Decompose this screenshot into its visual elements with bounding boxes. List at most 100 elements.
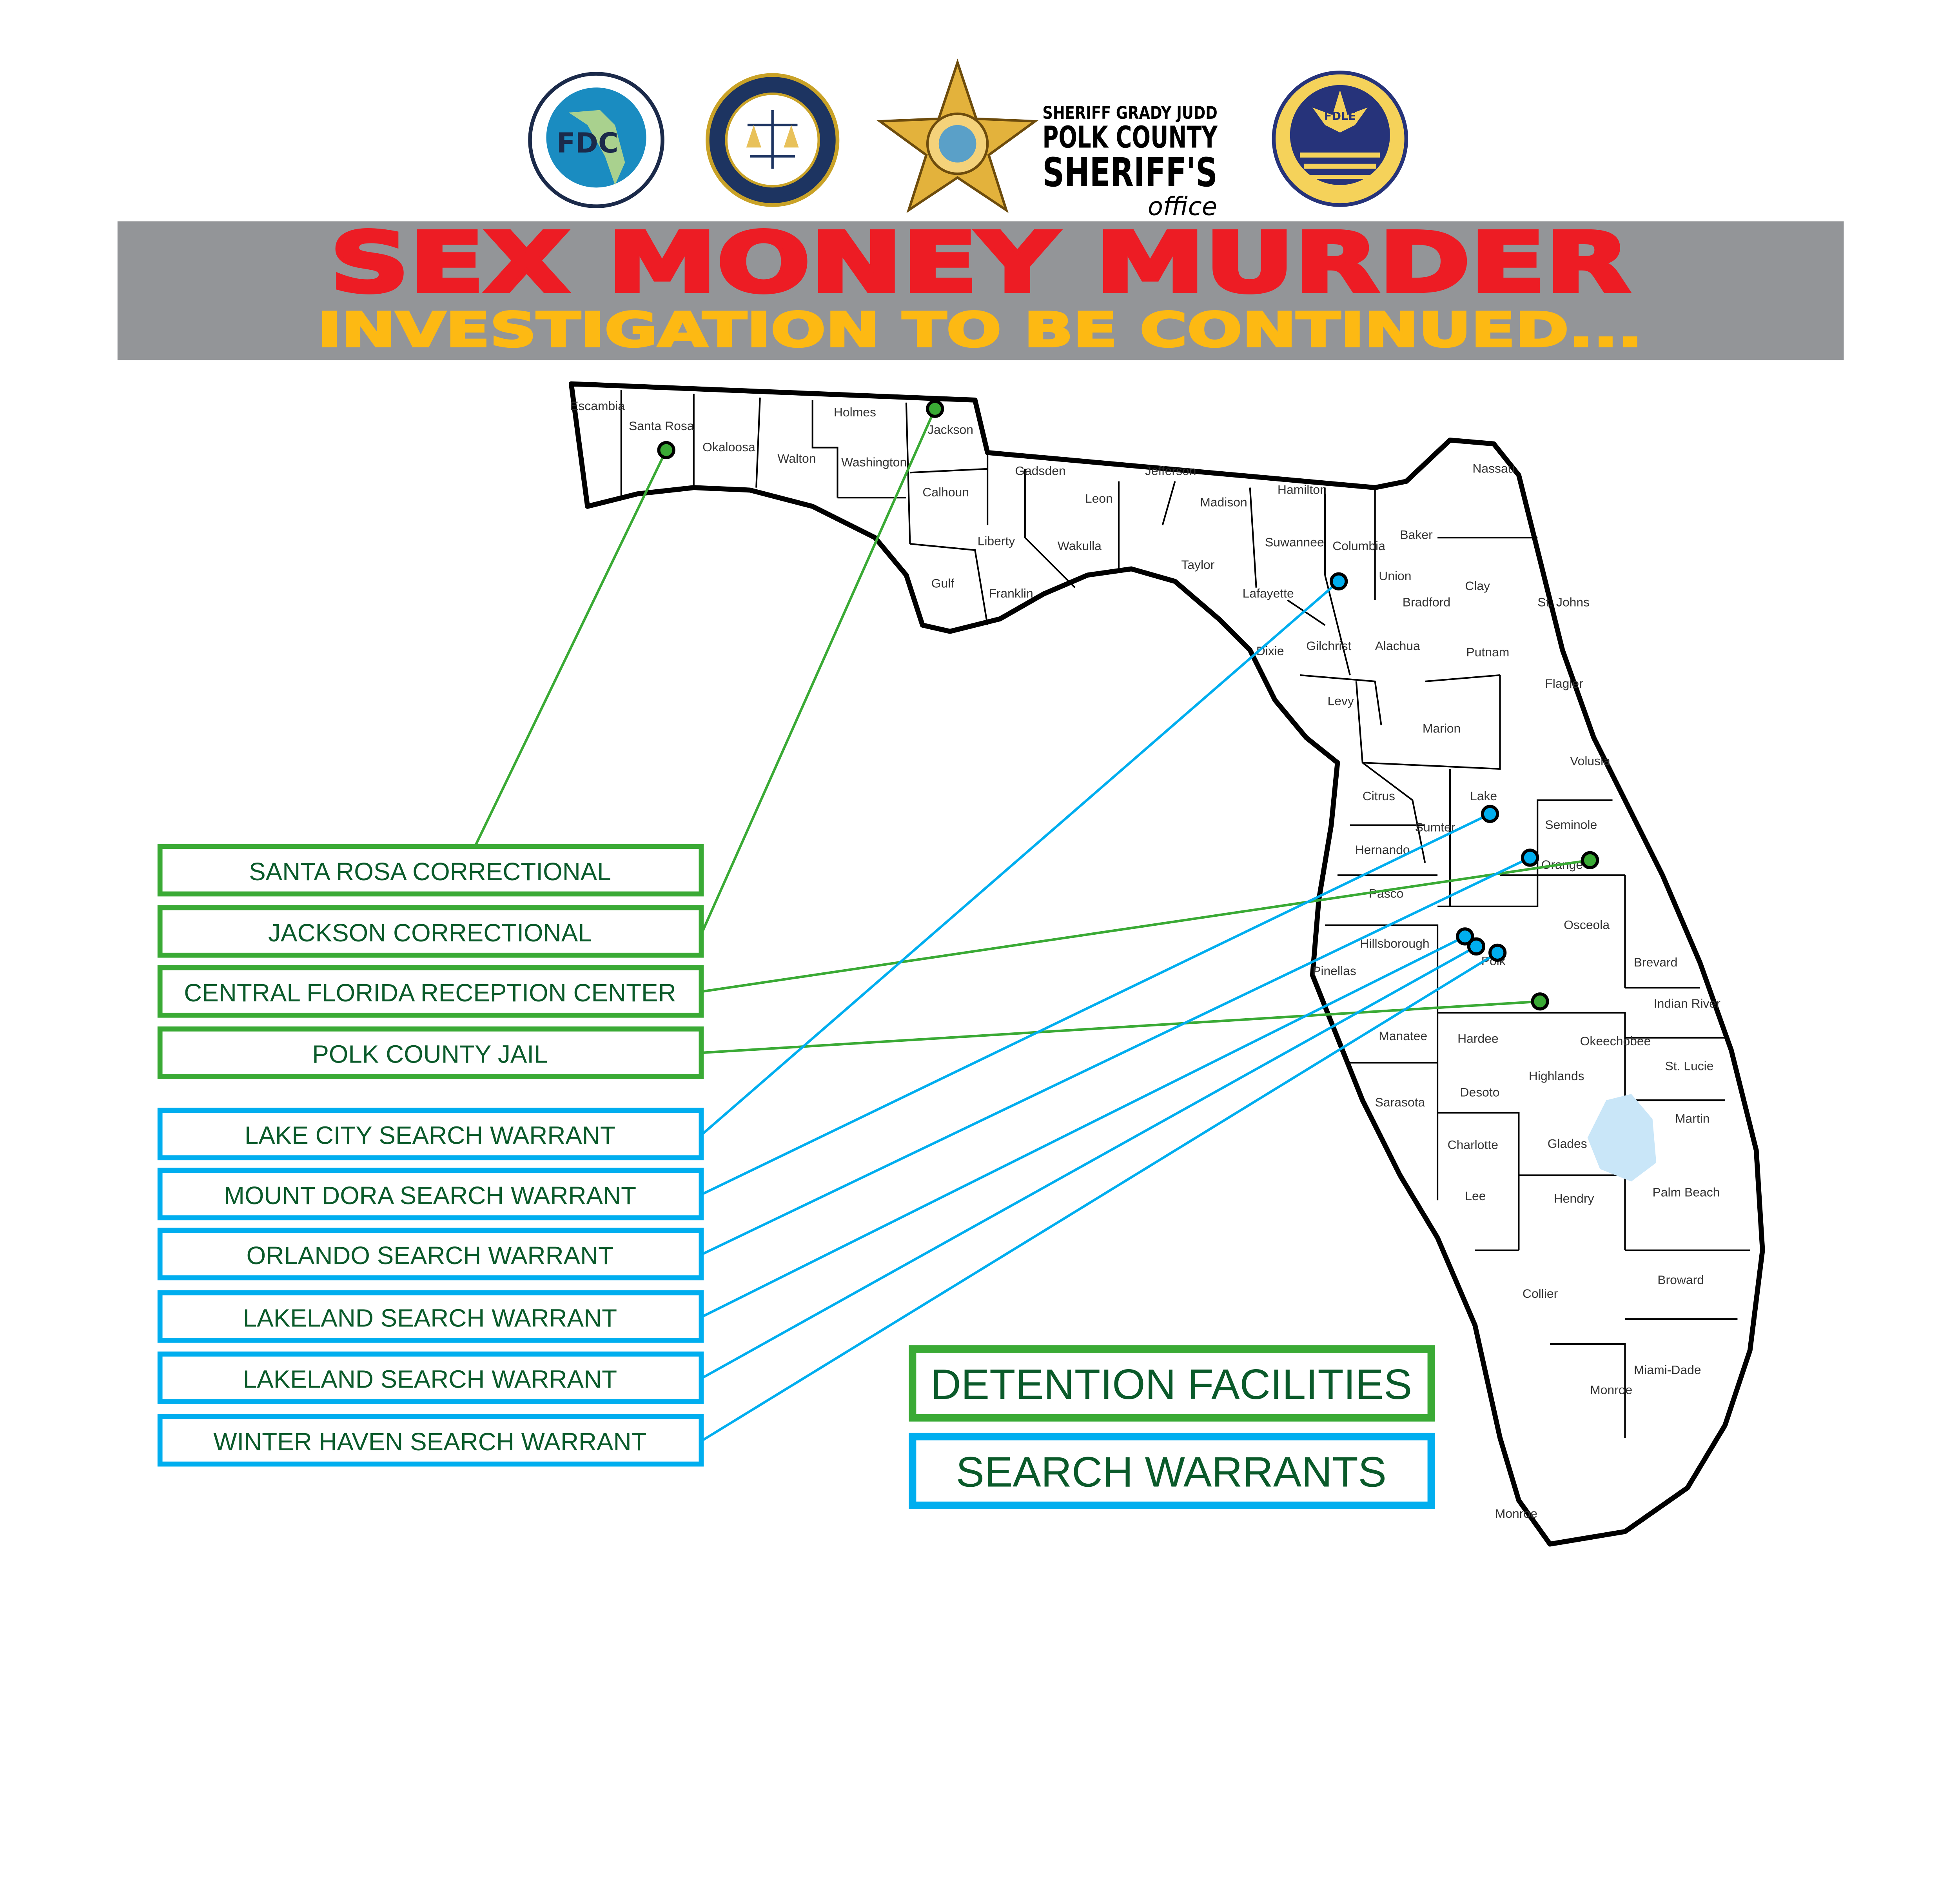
county-label: Citrus [1363,789,1395,803]
title-banner [117,221,1844,360]
banner-subtitle: INVESTIGATION TO BE CONTINUED... [318,302,1642,358]
county-label: Clay [1465,579,1490,593]
detention-connector-line [702,859,1590,993]
fdle-text: FDLE [1324,109,1356,123]
county-label: Hillsborough [1360,936,1429,950]
detention-label-box [157,844,704,897]
county-label: Baker [1400,527,1433,541]
county-borders [620,390,1750,1438]
warrant-label-box [157,1290,704,1343]
county-label: Charlotte [1448,1137,1498,1152]
location-markers [657,400,1599,1011]
county-label: Volusia [1570,754,1610,768]
warrant-marker [1488,943,1507,962]
county-label: Okaloosa [702,440,755,454]
county-label: Jefferson [1145,464,1196,478]
county-label: Miami-Dade [1634,1362,1701,1377]
detention-label-box [157,905,704,958]
county-label: Sumter [1415,820,1455,834]
legend-detention-box [909,1345,1435,1422]
warrant-connector-line [702,935,1466,1318]
connector-lines [474,408,1590,1442]
warrant-label: WINTER HAVEN SEARCH WARRANT [213,1428,646,1456]
county-label: Santa Rosa [629,419,694,433]
legend: DETENTION FACILITIES SEARCH WARRANTS [909,1345,1435,1509]
warrant-label-box [157,1352,704,1404]
county-label: Flagler [1545,676,1583,690]
county-label: Highlands [1529,1069,1584,1083]
county-label: Escambia [570,399,625,413]
county-label: Seminole [1545,817,1597,832]
county-label: Hamilton [1278,483,1327,497]
county-label: Desoto [1460,1085,1499,1099]
county-label: Gadsden [1015,464,1065,478]
warrant-marker [1456,927,1474,946]
county-label: Calhoun [922,485,969,499]
county-label: Liberty [978,534,1015,548]
detention-label: JACKSON CORRECTIONAL [268,919,592,947]
detention-label-box [157,1026,704,1079]
detention-marker [657,441,675,460]
county-label: Hernando [1355,843,1410,857]
warrant-connector-line [702,813,1491,1195]
county-label: Okeechobee [1580,1034,1651,1048]
county-label: Madison [1200,495,1247,509]
warrant-label-box [157,1168,704,1221]
wordmark-line3: SHERIFF'S [1042,149,1217,196]
warrant-label: LAKE CITY SEARCH WARRANT [245,1121,615,1150]
warrant-label: LAKELAND SEARCH WARRANT [243,1365,617,1393]
county-label: Wakulla [1058,539,1102,553]
county-label: Nassau [1472,461,1515,475]
warrant-marker [1330,572,1348,590]
county-label: Holmes [834,405,876,419]
wordmark-line2: POLK COUNTY [1042,120,1218,155]
warrant-label-box [157,1108,704,1161]
sheriff-star-badge [876,58,1039,213]
warrant-marker [1481,805,1499,823]
wordmark-line4: office [1148,192,1217,221]
fdle-seal: FDLE [1272,71,1408,207]
county-label: Palm Beach [1653,1185,1720,1199]
county-label: Brevard [1634,955,1678,969]
county-label: Leon [1085,491,1113,505]
detention-label-box [157,965,704,1018]
warrant-connector-line [702,580,1340,1135]
detention-connector-line [701,408,936,932]
warrant-label-box [157,1228,704,1281]
county-label: Walton [777,451,816,465]
county-label: Washington [841,455,907,469]
county-label: Gulf [931,576,955,590]
county-label: Lake [1470,789,1497,803]
county-label: Lee [1465,1189,1486,1203]
svg-text:FDC: FDC [557,127,619,159]
county-label: Manatee [1379,1029,1427,1043]
legend-detention-label: DETENTION FACILITIES [930,1361,1412,1408]
detention-label: POLK COUNTY JAIL [312,1040,548,1068]
county-label: Bradford [1403,595,1450,609]
county-label: Broward [1657,1273,1704,1287]
county-label: Marion [1423,721,1461,736]
county-label: Levy [1327,694,1354,708]
legend-warrants-box [909,1433,1435,1509]
warrant-connector-line [702,856,1531,1255]
warrant-label: LAKELAND SEARCH WARRANT [243,1304,617,1332]
county-label: Monroe [1590,1382,1632,1397]
county-label: Pinellas [1312,964,1356,978]
warrant-label-box [157,1414,704,1467]
county-label: Gilchrist [1306,639,1351,653]
county-label: Hendry [1554,1192,1594,1206]
county-label: Sarasota [1375,1095,1425,1109]
warrant-connector-line [702,945,1477,1379]
county-label: Glades [1548,1136,1587,1150]
county-label: Hardee [1457,1031,1499,1045]
county-label: Alachua [1375,639,1420,653]
county-label: Lafayette [1243,586,1294,600]
county-labels: Escambia Santa Rosa Okaloosa Walton Holmes Wa… [570,399,1720,1520]
detention-connector-line [702,1000,1540,1054]
detention-label: SANTA ROSA CORRECTIONAL [249,857,611,886]
legend-warrants-label: SEARCH WARRANTS [956,1448,1387,1495]
detention-marker [1581,851,1599,869]
county-label: Putnam [1466,645,1509,659]
wordmark-line1: SHERIFF GRADY JUDD [1042,103,1217,123]
detention-label: CENTRAL FLORIDA RECEPTION CENTER [184,979,676,1007]
